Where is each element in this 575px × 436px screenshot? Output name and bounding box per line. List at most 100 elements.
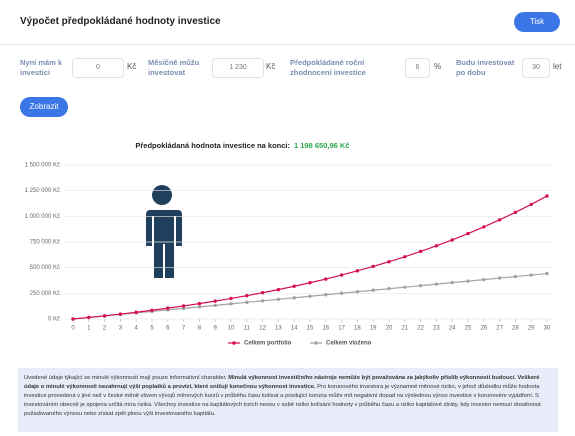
series-line bbox=[72, 195, 548, 320]
data-point bbox=[418, 249, 423, 254]
field-label: Předpokládané roční zhodnocení investice bbox=[290, 58, 366, 77]
field-unit: let bbox=[553, 62, 562, 71]
chart-result: 1 198 650,96 Kč bbox=[294, 141, 349, 150]
x-tick-label: 18 bbox=[354, 326, 361, 332]
legend-marker bbox=[314, 341, 318, 345]
y-tick-label: 0 Kč bbox=[48, 317, 60, 323]
data-point bbox=[482, 277, 486, 282]
field-input[interactable]: 30 bbox=[522, 58, 550, 78]
data-point bbox=[134, 310, 138, 314]
data-point bbox=[213, 303, 217, 308]
data-point bbox=[529, 202, 533, 207]
x-tick-label: 12 bbox=[259, 326, 266, 332]
data-point bbox=[371, 288, 375, 292]
y-tick-label: 250 000 Kč bbox=[30, 291, 60, 297]
data-point bbox=[434, 282, 439, 286]
x-tick-label: 30 bbox=[544, 326, 551, 332]
x-tick-label: 11 bbox=[244, 326, 251, 332]
x-tick-label: 8 bbox=[198, 326, 202, 332]
data-point bbox=[418, 283, 423, 288]
data-point bbox=[482, 225, 486, 229]
data-point bbox=[166, 306, 170, 310]
data-point bbox=[434, 244, 439, 248]
x-tick-label: 16 bbox=[322, 326, 329, 332]
x-tick-label: 21 bbox=[401, 326, 408, 332]
y-tick-label: 1 500 000 Kč bbox=[25, 163, 60, 169]
data-point bbox=[355, 290, 360, 294]
x-tick-label: 17 bbox=[338, 326, 345, 332]
x-tick-label: 13 bbox=[275, 326, 282, 332]
data-point bbox=[513, 274, 518, 279]
data-point bbox=[197, 301, 202, 306]
field-label: Budu investovat po dobu bbox=[456, 58, 515, 77]
data-point bbox=[245, 300, 249, 305]
data-point bbox=[229, 296, 233, 301]
x-tick-label: 4 bbox=[135, 326, 139, 332]
x-tick-label: 29 bbox=[528, 326, 535, 332]
data-point bbox=[371, 264, 375, 269]
legend-label: Celkem portfolio bbox=[244, 341, 292, 347]
field-input[interactable]: 0 bbox=[72, 58, 124, 78]
disclaimer-rest: Pro korunového investora je významné měn… bbox=[24, 384, 541, 417]
x-tick-label: 3 bbox=[119, 326, 123, 332]
data-point bbox=[118, 312, 123, 316]
x-tick-label: 7 bbox=[182, 326, 186, 332]
data-point bbox=[497, 276, 502, 280]
data-point bbox=[403, 285, 407, 289]
y-tick-label: 500 000 Kč bbox=[30, 265, 60, 271]
data-point bbox=[545, 194, 549, 198]
data-point bbox=[497, 218, 502, 222]
data-point bbox=[387, 286, 391, 291]
y-tick-label: 750 000 Kč bbox=[30, 240, 60, 246]
data-point bbox=[87, 315, 91, 320]
data-point bbox=[276, 297, 281, 302]
field-label: Měsíčně můžu investovat bbox=[148, 58, 200, 77]
data-point bbox=[245, 293, 249, 298]
data-point bbox=[292, 284, 296, 288]
data-point bbox=[545, 271, 549, 276]
x-tick-label: 5 bbox=[150, 326, 154, 332]
chart: Předpokládaná hodnota investice na konci… bbox=[25, 141, 553, 347]
x-tick-label: 6 bbox=[166, 326, 170, 332]
x-tick-label: 28 bbox=[512, 326, 519, 332]
print-button[interactable]: Tisk bbox=[514, 12, 560, 32]
data-point bbox=[355, 269, 360, 273]
data-point bbox=[260, 299, 265, 303]
field-input[interactable]: 1 230 bbox=[212, 58, 264, 78]
data-point bbox=[403, 255, 407, 259]
x-tick-label: 20 bbox=[386, 326, 393, 332]
data-point bbox=[181, 304, 186, 308]
disclaimer-bold: Minulá výkonnost investičního nástroje n… bbox=[24, 375, 540, 390]
x-tick-label: 9 bbox=[214, 326, 218, 332]
page-title: Výpočet předpokládané hodnoty investice bbox=[20, 16, 221, 27]
x-tick-label: 15 bbox=[307, 326, 314, 332]
x-tick-label: 23 bbox=[433, 326, 440, 332]
data-point bbox=[513, 210, 518, 215]
legend-marker bbox=[232, 341, 236, 345]
data-point bbox=[276, 287, 281, 292]
data-point bbox=[450, 280, 454, 285]
field-input[interactable]: 6 bbox=[405, 58, 430, 78]
data-point bbox=[466, 279, 470, 283]
person-icon bbox=[146, 185, 182, 278]
data-point bbox=[102, 314, 107, 318]
data-point bbox=[181, 306, 186, 311]
data-point bbox=[324, 293, 328, 297]
submit-button-label: Zobrazit bbox=[29, 102, 59, 111]
x-tick-label: 26 bbox=[480, 326, 487, 332]
data-point bbox=[450, 238, 454, 242]
data-point bbox=[324, 277, 328, 281]
x-tick-label: 24 bbox=[449, 326, 456, 332]
data-point bbox=[213, 299, 217, 303]
data-point bbox=[529, 273, 533, 277]
chart-title: Předpokládaná hodnota investice na konci… bbox=[135, 141, 290, 150]
x-tick-label: 22 bbox=[417, 326, 424, 332]
x-tick-label: 19 bbox=[370, 326, 377, 332]
data-point bbox=[466, 231, 470, 236]
data-point bbox=[387, 260, 391, 264]
data-point bbox=[308, 294, 312, 298]
x-tick-label: 27 bbox=[496, 326, 503, 332]
submit-button[interactable]: Zobrazit bbox=[20, 97, 68, 117]
y-tick-label: 1 000 000 Kč bbox=[25, 214, 60, 220]
